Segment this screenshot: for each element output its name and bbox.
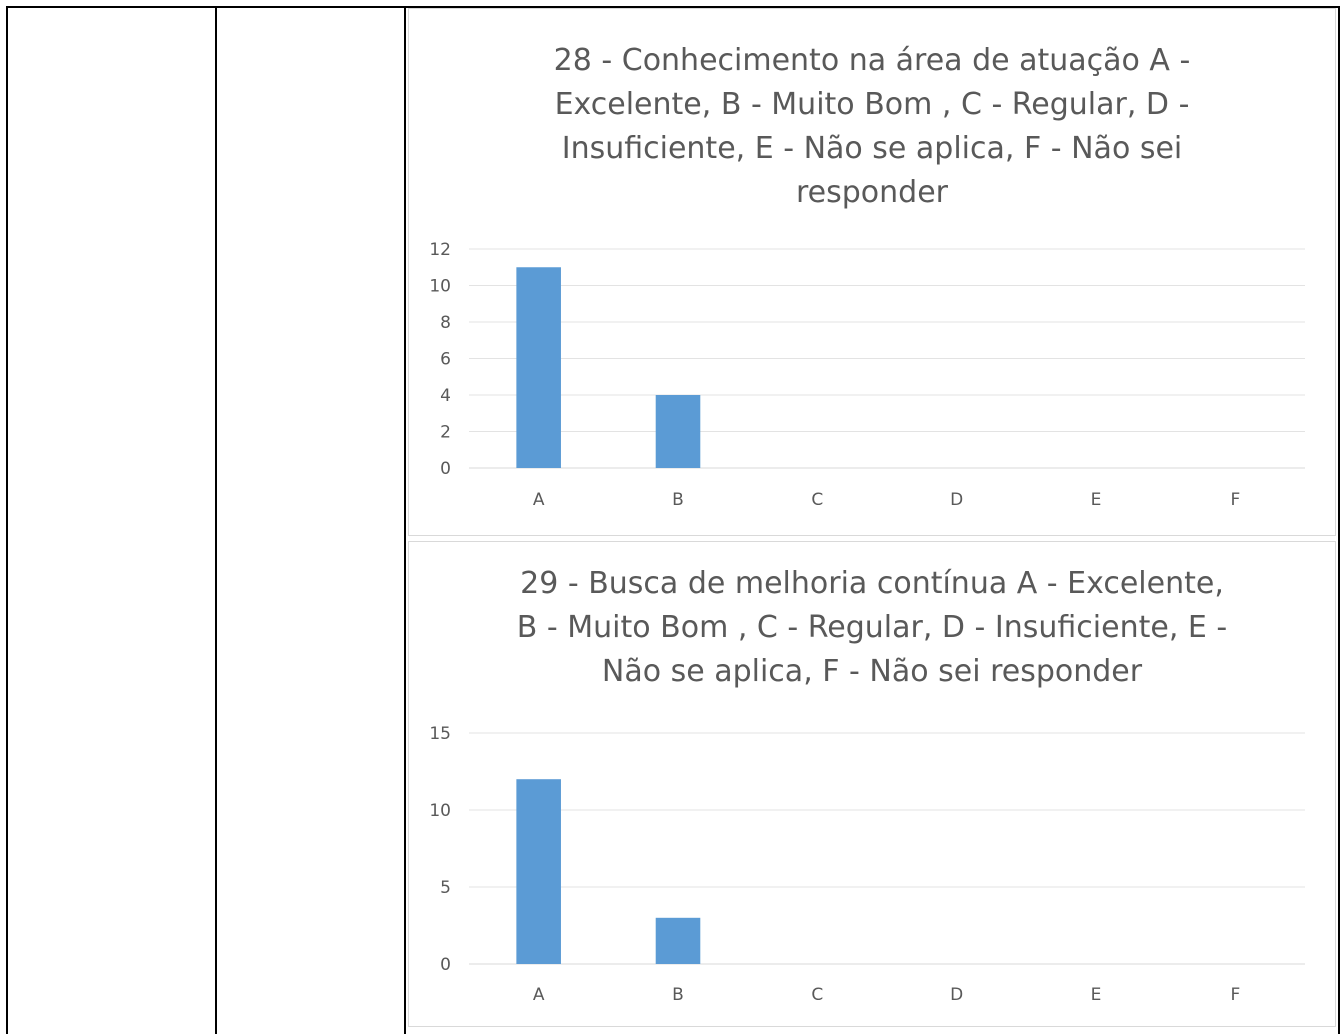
x-tick-label: F [1230, 490, 1240, 510]
y-tick-label: 0 [440, 955, 451, 975]
y-tick-label: 6 [440, 350, 451, 370]
y-tick-label: 0 [440, 459, 451, 479]
bar-b [655, 395, 701, 468]
y-tick-label: 10 [429, 277, 451, 297]
table-right-border [1338, 6, 1340, 1034]
chart-plot: 0 5 10 15 A B C D E F [429, 724, 1305, 1005]
chart-28-conhecimento: 28 - Conhecimento na área de atuação A -… [408, 8, 1336, 536]
y-tick-label: 10 [429, 801, 451, 821]
x-tick-label: B [672, 490, 684, 510]
y-tick-label: 4 [440, 386, 451, 406]
y-tick-label: 2 [440, 423, 451, 443]
y-tick-label: 12 [429, 240, 451, 260]
x-tick-label: E [1091, 985, 1102, 1005]
x-tick-label: E [1091, 490, 1102, 510]
chart-title: 28 - Conhecimento na área de atuação A -… [553, 43, 1191, 210]
table-top-border [6, 6, 1340, 8]
table-column-divider-2 [404, 6, 406, 1034]
x-tick-label: B [672, 985, 684, 1005]
y-tick-label: 8 [440, 313, 451, 333]
x-tick-label: D [950, 490, 963, 510]
y-tick-label: 5 [440, 878, 451, 898]
bar-a [516, 267, 561, 468]
x-tick-label: F [1230, 985, 1240, 1005]
x-tick-label: C [811, 985, 823, 1005]
table-column-divider-1 [215, 6, 217, 1034]
bar-b [655, 917, 701, 964]
x-tick-label: D [950, 985, 963, 1005]
bar-a [516, 779, 561, 964]
x-tick-label: C [811, 490, 823, 510]
chart-29-melhoria-continua: 29 - Busca de melhoria contínua A - Exce… [408, 541, 1336, 1027]
y-tick-label: 15 [429, 724, 451, 744]
x-tick-label: A [533, 985, 545, 1005]
chart-title: 29 - Busca de melhoria contínua A - Exce… [516, 566, 1228, 689]
x-tick-label: A [533, 490, 545, 510]
table-left-border [6, 6, 8, 1034]
chart-plot: 0 2 4 6 8 10 12 A B C D E F [429, 240, 1305, 510]
